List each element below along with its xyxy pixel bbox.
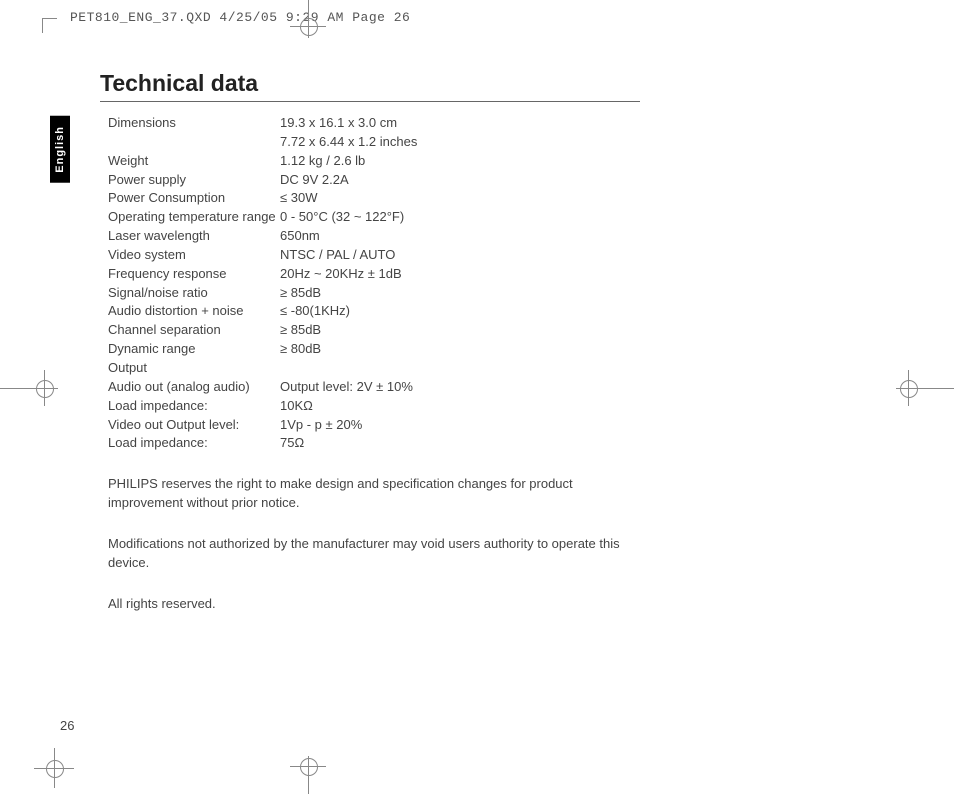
spec-row: Audio distortion + noise≤ -80(1KHz): [108, 302, 640, 321]
spec-value: 75Ω: [280, 434, 640, 453]
note-paragraph: All rights reserved.: [108, 595, 640, 614]
spec-row: Weight1.12 kg / 2.6 lb: [108, 152, 640, 171]
note-paragraph: PHILIPS reserves the right to make desig…: [108, 475, 640, 513]
spec-value: ≤ -80(1KHz): [280, 302, 640, 321]
spec-row: Power Consumption≤ 30W: [108, 189, 640, 208]
registration-mark-icon: [34, 748, 74, 788]
spec-label: Output: [108, 359, 280, 378]
spec-label: Channel separation: [108, 321, 280, 340]
spec-label: Video out Output level:: [108, 416, 280, 435]
spec-row: Audio out (analog audio)Output level: 2V…: [108, 378, 640, 397]
spec-row: Dynamic range≥ 80dB: [108, 340, 640, 359]
spec-value: 7.72 x 6.44 x 1.2 inches: [280, 133, 640, 152]
spec-value: 0 - 50°C (32 ~ 122°F): [280, 208, 640, 227]
spec-row: Load impedance:75Ω: [108, 434, 640, 453]
spec-label: Audio distortion + noise: [108, 302, 280, 321]
page-number: 26: [60, 718, 74, 733]
spec-label: Signal/noise ratio: [108, 284, 280, 303]
language-tab: English: [50, 116, 70, 183]
spec-value: NTSC / PAL / AUTO: [280, 246, 640, 265]
spec-label: Power supply: [108, 171, 280, 190]
spec-label: Dynamic range: [108, 340, 280, 359]
registration-mark-icon: [894, 358, 954, 418]
title-rule: [100, 101, 640, 102]
spec-row: Power supplyDC 9V 2.2A: [108, 171, 640, 190]
registration-mark-icon: [0, 358, 60, 418]
spec-value: [280, 359, 640, 378]
registration-mark-icon: [278, 754, 338, 794]
spec-value: 20Hz ~ 20KHz ± 1dB: [280, 265, 640, 284]
spec-row: Channel separation≥ 85dB: [108, 321, 640, 340]
spec-label: Load impedance:: [108, 434, 280, 453]
page-title: Technical data: [100, 70, 640, 97]
spec-value: DC 9V 2.2A: [280, 171, 640, 190]
spec-row: Operating temperature range0 - 50°C (32 …: [108, 208, 640, 227]
spec-value: Output level: 2V ± 10%: [280, 378, 640, 397]
notes-section: PHILIPS reserves the right to make desig…: [108, 475, 640, 613]
spec-table: Dimensions19.3 x 16.1 x 3.0 cm7.72 x 6.4…: [108, 114, 640, 453]
spec-label: Load impedance:: [108, 397, 280, 416]
spec-value: 10KΩ: [280, 397, 640, 416]
spec-value: 1Vp - p ± 20%: [280, 416, 640, 435]
spec-row: Laser wavelength650nm: [108, 227, 640, 246]
spec-value: 19.3 x 16.1 x 3.0 cm: [280, 114, 640, 133]
spec-label: Power Consumption: [108, 189, 280, 208]
spec-value: ≥ 85dB: [280, 284, 640, 303]
spec-label: Video system: [108, 246, 280, 265]
page-content: Technical data Dimensions19.3 x 16.1 x 3…: [100, 70, 640, 635]
print-header: PET810_ENG_37.QXD 4/25/05 9:29 AM Page 2…: [70, 10, 410, 25]
spec-value: 650nm: [280, 227, 640, 246]
spec-row: Frequency response20Hz ~ 20KHz ± 1dB: [108, 265, 640, 284]
spec-row: Dimensions19.3 x 16.1 x 3.0 cm: [108, 114, 640, 133]
spec-row: 7.72 x 6.44 x 1.2 inches: [108, 133, 640, 152]
spec-row: Output: [108, 359, 640, 378]
spec-label: Dimensions: [108, 114, 280, 133]
spec-row: Video systemNTSC / PAL / AUTO: [108, 246, 640, 265]
spec-label: Audio out (analog audio): [108, 378, 280, 397]
spec-label: Weight: [108, 152, 280, 171]
spec-label: [108, 133, 280, 152]
spec-row: Video out Output level:1Vp - p ± 20%: [108, 416, 640, 435]
spec-value: ≥ 80dB: [280, 340, 640, 359]
spec-row: Signal/noise ratio≥ 85dB: [108, 284, 640, 303]
spec-label: Frequency response: [108, 265, 280, 284]
spec-label: Operating temperature range: [108, 208, 280, 227]
crop-mark-icon: [42, 18, 57, 33]
spec-value: ≤ 30W: [280, 189, 640, 208]
spec-row: Load impedance:10KΩ: [108, 397, 640, 416]
spec-value: ≥ 85dB: [280, 321, 640, 340]
spec-value: 1.12 kg / 2.6 lb: [280, 152, 640, 171]
note-paragraph: Modifications not authorized by the manu…: [108, 535, 640, 573]
spec-label: Laser wavelength: [108, 227, 280, 246]
